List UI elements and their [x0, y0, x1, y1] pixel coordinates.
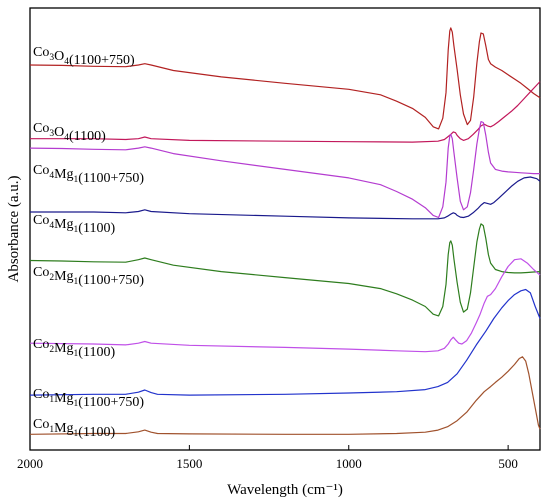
series-line-co4mg1-1100 — [30, 176, 541, 220]
x-axis-ticks: 2000 1500 1000 500 — [17, 445, 518, 471]
x-tick-label-1000: 1000 — [336, 456, 362, 471]
series-label-co4mg1-1100: Co4Mg1(1100) — [33, 213, 115, 236]
series-line-co4mg1-1100-750 — [29, 121, 540, 219]
x-tick-label-500: 500 — [498, 456, 518, 471]
series-label-co1mg1-1100: Co1Mg1(1100) — [33, 417, 115, 440]
series-label-co4mg1-1100-750: Co4Mg1(1100+750) — [33, 163, 144, 186]
series-line-co3o4-1100 — [30, 81, 541, 143]
series-label-co2mg1-1100-750: Co2Mg1(1100+750) — [33, 265, 144, 288]
series-label-co2mg1-1100: Co2Mg1(1100) — [33, 337, 115, 360]
series-labels: Co3O4(1100+750) Co3O4(1100) Co4Mg1(1100+75… — [33, 45, 144, 440]
x-axis-title: Wavelength (cm⁻¹) — [227, 482, 343, 498]
x-tick-label-2000: 2000 — [17, 456, 43, 471]
plot-frame — [29, 7, 541, 451]
series-line-co1mg1-1100-750 — [29, 288, 541, 396]
series-label-co3o4-1100: Co3O4(1100) — [33, 121, 106, 144]
series-line-co3o4-1100-750 — [29, 27, 541, 130]
series-layer — [29, 27, 541, 435]
series-line-co2mg1-1100-750 — [29, 223, 541, 317]
series-line-co2mg1-1100 — [29, 258, 541, 353]
series-label-co1mg1-1100-750: Co1Mg1(1100+750) — [33, 387, 144, 410]
series-label-co3o4-1100-750: Co3O4(1100+750) — [33, 45, 135, 68]
series-line-co1mg1-1100 — [29, 356, 541, 435]
y-axis-title: Absorbance (a.u.) — [6, 175, 22, 282]
x-tick-label-1500: 1500 — [176, 456, 202, 471]
